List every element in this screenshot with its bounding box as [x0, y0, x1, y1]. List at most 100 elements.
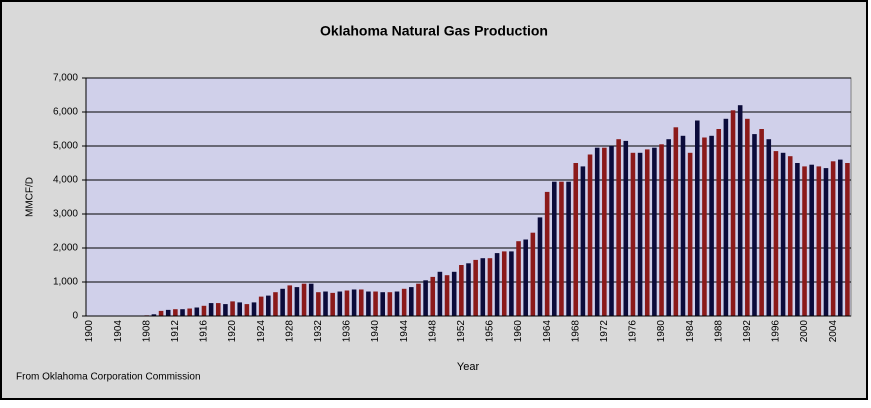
bar — [187, 309, 192, 316]
x-tick-label: 1976 — [628, 320, 639, 343]
bar — [788, 156, 793, 316]
bar — [538, 217, 543, 316]
bar — [209, 303, 214, 316]
bar — [338, 292, 343, 316]
y-tick-label: 4,000 — [53, 175, 78, 186]
bar — [674, 127, 679, 316]
bar — [759, 129, 764, 316]
bar — [731, 110, 736, 316]
bar — [366, 292, 371, 316]
bar — [681, 136, 686, 316]
bar — [602, 148, 607, 316]
bar — [423, 280, 428, 316]
x-tick-label: 1964 — [542, 320, 553, 343]
bar — [452, 272, 457, 316]
x-tick-label: 1924 — [256, 320, 267, 343]
bar — [845, 163, 850, 316]
bar — [373, 292, 378, 316]
bar — [173, 309, 178, 316]
bar — [216, 303, 221, 316]
x-tick-label: 1944 — [399, 320, 410, 343]
bar — [709, 136, 714, 316]
bar — [266, 296, 271, 316]
source-note: From Oklahoma Corporation Commission — [16, 372, 201, 383]
bar — [237, 302, 242, 316]
bar — [395, 292, 400, 316]
x-tick-label: 1912 — [170, 320, 181, 343]
bar — [802, 166, 807, 316]
chart-title: Oklahoma Natural Gas Production — [320, 23, 548, 39]
x-tick-label: 1920 — [227, 320, 238, 343]
bar — [195, 308, 200, 317]
bar — [702, 138, 707, 317]
bar — [287, 285, 292, 316]
bar — [495, 253, 500, 316]
bar — [502, 251, 507, 316]
bar — [752, 134, 757, 316]
bar — [273, 292, 278, 316]
bar — [688, 153, 693, 316]
bar — [416, 284, 421, 316]
y-tick-label: 5,000 — [53, 141, 78, 152]
bar — [552, 182, 557, 316]
bar — [595, 148, 600, 316]
x-tick-label: 2000 — [799, 320, 810, 343]
bar — [466, 263, 471, 316]
bar — [588, 155, 593, 317]
bar — [295, 287, 300, 316]
bar — [545, 192, 550, 316]
bar — [259, 297, 264, 316]
x-tick-label: 1960 — [513, 320, 524, 343]
bar — [516, 241, 521, 316]
bar — [638, 153, 643, 316]
bar — [738, 105, 743, 316]
bar — [323, 292, 328, 316]
bar — [817, 166, 822, 316]
bar — [345, 291, 350, 317]
x-tick-label: 1952 — [456, 320, 467, 343]
x-tick-label: 1984 — [685, 320, 696, 343]
bar — [280, 289, 285, 316]
bar — [609, 146, 614, 316]
x-tick-label: 1956 — [485, 320, 496, 343]
bar — [352, 289, 357, 316]
bar — [509, 251, 514, 316]
bar — [695, 121, 700, 317]
x-tick-label: 1900 — [84, 320, 95, 343]
y-tick-label: 0 — [72, 311, 78, 322]
bar — [624, 141, 629, 316]
bar — [252, 302, 257, 316]
bar — [309, 284, 314, 316]
bar — [359, 289, 364, 316]
bar — [430, 277, 435, 316]
bar — [180, 309, 185, 316]
bar — [652, 148, 657, 316]
x-tick-label: 1992 — [742, 320, 753, 343]
bar — [316, 292, 321, 316]
bar — [481, 258, 486, 316]
bar — [616, 139, 621, 316]
bar — [745, 119, 750, 316]
bar — [202, 306, 207, 316]
bar — [645, 149, 650, 316]
bar — [245, 304, 250, 316]
bar — [559, 182, 564, 316]
x-tick-label: 2004 — [828, 320, 839, 343]
x-tick-label: 1968 — [570, 320, 581, 343]
bar — [781, 153, 786, 316]
y-tick-label: 1,000 — [53, 277, 78, 288]
bar — [473, 260, 478, 316]
bar — [523, 240, 528, 317]
x-tick-label: 1904 — [113, 320, 124, 343]
x-axis-label: Year — [457, 361, 480, 373]
bar — [831, 161, 836, 316]
bar — [402, 289, 407, 316]
bar — [666, 139, 671, 316]
bar — [724, 119, 729, 316]
x-tick-label: 1928 — [284, 320, 295, 343]
x-tick-label: 1908 — [141, 320, 152, 343]
bar — [631, 153, 636, 316]
bar — [824, 168, 829, 316]
bar — [774, 151, 779, 316]
